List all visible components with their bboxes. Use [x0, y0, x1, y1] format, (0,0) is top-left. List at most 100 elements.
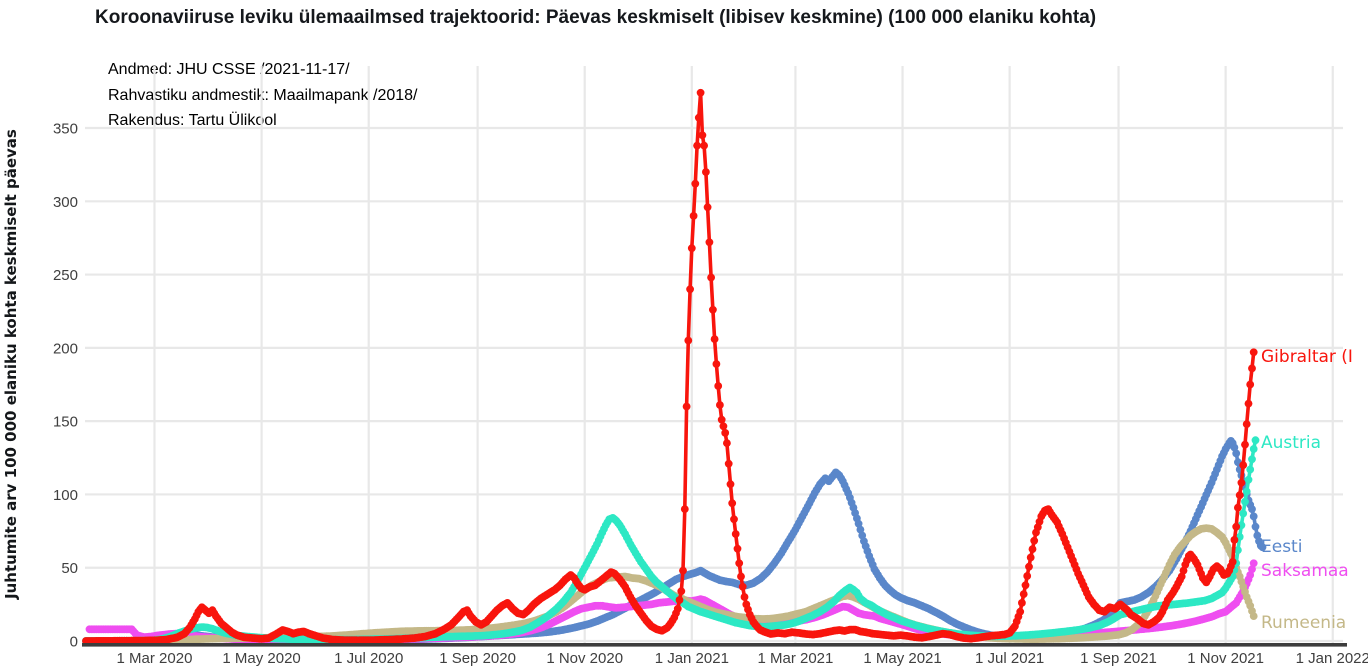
data-point [733, 544, 742, 553]
data-point [675, 596, 684, 604]
data-point [1241, 497, 1249, 506]
data-point [1237, 478, 1246, 487]
data-point [737, 572, 745, 581]
series-austria [82, 436, 1260, 645]
data-point [1235, 491, 1244, 500]
x-tick-label: 1 May 2020 [222, 650, 300, 667]
data-point [1251, 436, 1260, 445]
data-point [730, 515, 738, 524]
y-tick-label: 150 [53, 414, 78, 431]
data-point [854, 519, 863, 528]
x-tick-label: 1 Nov 2020 [546, 650, 623, 667]
data-point [1244, 475, 1253, 484]
data-point [1025, 562, 1033, 571]
data-point [1230, 443, 1239, 452]
x-tick-label: 1 Jul 2021 [975, 650, 1044, 667]
x-tick-label: 1 Jan 2021 [655, 650, 729, 667]
data-point [1258, 543, 1267, 552]
data-point [714, 382, 723, 390]
data-point [1030, 536, 1039, 545]
data-point [1242, 487, 1251, 496]
data-point [1023, 572, 1032, 580]
series-label-austria: Austria [1261, 433, 1321, 453]
data-point [1249, 512, 1258, 521]
data-point [700, 141, 708, 150]
y-tick-label: 250 [53, 267, 78, 284]
data-point [1019, 590, 1028, 598]
data-point [689, 212, 698, 220]
x-tick-label: 1 Jul 2020 [334, 650, 403, 667]
annotation-population-source: Rahvastiku andmestik: Maailmapank /2018/ [108, 86, 418, 104]
x-tick-label: 1 Mar 2021 [757, 650, 833, 667]
data-point [1232, 522, 1241, 531]
series-group [82, 88, 1267, 645]
data-point [707, 273, 715, 282]
data-point [856, 525, 865, 534]
data-point [1239, 509, 1248, 518]
y-tick-label: 50 [61, 560, 78, 577]
axis-tick-labels: 1 Mar 2020 1 May 2020 1 Jul 2020 1 Sep 2020… [53, 121, 1368, 667]
data-point [728, 499, 737, 508]
data-point [686, 285, 694, 294]
series-label-eesti: Eesti [1261, 537, 1302, 557]
series-points-gibraltar-i [82, 88, 1258, 645]
data-point [712, 360, 721, 368]
data-point [731, 530, 740, 538]
x-tick-label: 1 Sep 2020 [439, 650, 516, 667]
data-point [1248, 505, 1256, 513]
data-point [1246, 465, 1255, 474]
data-point [1248, 565, 1256, 574]
data-point [1021, 581, 1030, 590]
data-point [738, 582, 747, 591]
data-point [680, 505, 689, 513]
data-point [740, 593, 749, 601]
source-annotations: Andmed: JHU CSSE /2021-11-17/ Rahvastiku… [108, 57, 418, 134]
y-tick-label: 100 [53, 487, 78, 504]
data-point [687, 244, 696, 253]
x-tick-label: 1 May 2021 [863, 650, 941, 667]
data-point [679, 566, 687, 575]
annotation-application: Rakendus: Tartu Ülikool [108, 112, 277, 129]
data-point [1016, 607, 1025, 616]
data-point [1241, 440, 1249, 449]
data-point [705, 238, 714, 247]
data-point [1248, 364, 1256, 373]
data-point [703, 203, 712, 212]
data-point [1249, 612, 1258, 620]
series-points-austria [82, 436, 1260, 645]
data-point [724, 459, 733, 468]
data-point [721, 429, 730, 437]
data-point [723, 439, 731, 447]
data-point [1249, 348, 1258, 357]
data-point [691, 179, 700, 188]
y-tick-label: 300 [53, 194, 78, 211]
data-point [1251, 522, 1260, 531]
data-point [1242, 420, 1251, 428]
series-gibraltar-i [82, 88, 1258, 645]
data-point [710, 335, 719, 343]
data-point [716, 401, 724, 409]
data-point [1228, 558, 1237, 566]
data-point [677, 587, 686, 596]
data-point [702, 168, 710, 176]
data-point [1244, 399, 1253, 408]
data-point [698, 131, 707, 140]
data-point [1026, 553, 1035, 562]
data-point [1248, 455, 1256, 464]
series-label-gibraltar-i: Gibraltar (I [1261, 347, 1353, 367]
series-label-saksamaa: Saksamaa [1261, 561, 1349, 581]
annotation-data-source: Andmed: JHU CSSE /2021-11-17/ [108, 61, 350, 78]
data-point [1249, 559, 1258, 568]
data-point [735, 559, 744, 568]
data-point [684, 336, 693, 345]
data-point [717, 415, 726, 424]
data-point [1234, 503, 1242, 512]
x-tick-label: 1 Mar 2020 [117, 650, 193, 667]
x-tick-label: 1 Nov 2021 [1187, 650, 1264, 667]
data-point [1234, 546, 1242, 554]
data-point [682, 402, 691, 411]
data-point [709, 305, 717, 314]
data-point [726, 480, 735, 489]
series-label-rumeenia: Rumeenia [1261, 613, 1346, 633]
